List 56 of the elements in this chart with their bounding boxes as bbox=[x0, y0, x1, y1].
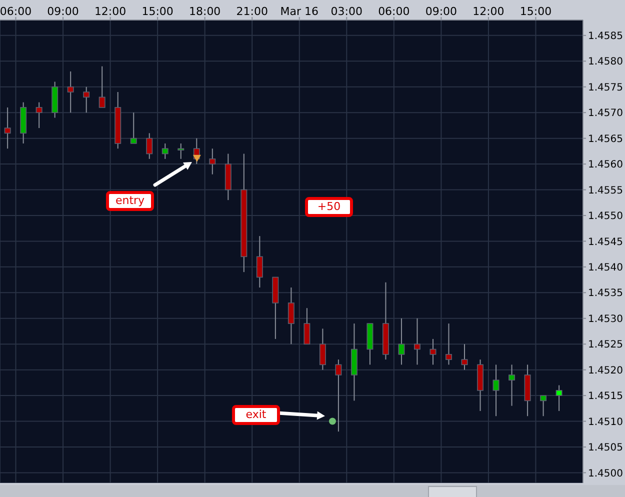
y-tick-label: 1.4550 bbox=[588, 211, 623, 222]
y-tick-label: 1.4535 bbox=[588, 288, 623, 300]
x-tick-label: 03:00 bbox=[330, 5, 362, 18]
y-tick-label: 1.4510 bbox=[588, 416, 623, 428]
x-tick-label: 15:00 bbox=[142, 5, 174, 18]
x-tick-label: 12:00 bbox=[472, 5, 504, 18]
candlestick bbox=[430, 338, 436, 366]
annotation: +50 bbox=[305, 197, 353, 217]
candlestick bbox=[83, 86, 90, 114]
x-tick-label: 12:00 bbox=[94, 5, 126, 18]
x-tick-label: 09:00 bbox=[47, 5, 79, 18]
candlestick bbox=[130, 112, 137, 144]
candlestick bbox=[67, 70, 74, 114]
candlestick bbox=[162, 142, 168, 160]
x-tick-label: 21:00 bbox=[236, 5, 268, 18]
y-tick-label: 1.4515 bbox=[588, 391, 623, 402]
y-tick-label: 1.4505 bbox=[588, 442, 623, 454]
y-tick-label: 1.4565 bbox=[588, 134, 623, 145]
y-tick-label: 1.4520 bbox=[588, 365, 623, 376]
candlestick bbox=[319, 328, 326, 370]
y-tick-label: 1.4500 bbox=[588, 468, 623, 480]
y-tick-label: 1.4580 bbox=[588, 56, 623, 68]
candlestick bbox=[146, 132, 153, 160]
x-tick-label: 06:00 bbox=[0, 5, 32, 18]
candlestick bbox=[4, 106, 11, 150]
candlestick bbox=[414, 318, 420, 366]
candlestick bbox=[178, 142, 184, 160]
candlestick bbox=[508, 364, 516, 406]
y-tick-label: 1.4555 bbox=[588, 185, 623, 196]
y-tick-label: 1.4540 bbox=[588, 262, 623, 274]
candlestick bbox=[492, 364, 500, 417]
y-tick-label: 1.4575 bbox=[588, 82, 623, 94]
candlestick bbox=[288, 287, 294, 345]
y-tick-label: 1.4545 bbox=[588, 236, 623, 248]
x-tick-label: Mar 16 bbox=[280, 5, 319, 18]
x-tick-label: 15:00 bbox=[520, 5, 552, 18]
candlestick bbox=[556, 384, 562, 412]
candlestick bbox=[209, 148, 216, 175]
y-tick-label: 1.4525 bbox=[588, 340, 623, 351]
candlestick bbox=[36, 102, 42, 129]
candlestick bbox=[98, 66, 106, 108]
x-tick-label: 09:00 bbox=[425, 5, 458, 18]
y-tick-label: 1.4530 bbox=[588, 314, 623, 325]
candlestick bbox=[256, 236, 263, 288]
candlestick bbox=[446, 323, 452, 366]
candlestick bbox=[398, 318, 405, 366]
candlestick bbox=[540, 395, 547, 417]
x-tick-label: 06:00 bbox=[378, 5, 410, 18]
x-tick-label: 18:00 bbox=[188, 5, 221, 18]
annotation: exit bbox=[232, 405, 280, 425]
y-tick-label: 1.4570 bbox=[588, 108, 623, 120]
candlestick bbox=[304, 308, 310, 345]
candlestick bbox=[461, 344, 468, 370]
y-tick-label: 1.4560 bbox=[588, 160, 623, 171]
annotation: entry bbox=[106, 191, 154, 211]
y-tick-label: 1.4585 bbox=[588, 30, 623, 42]
